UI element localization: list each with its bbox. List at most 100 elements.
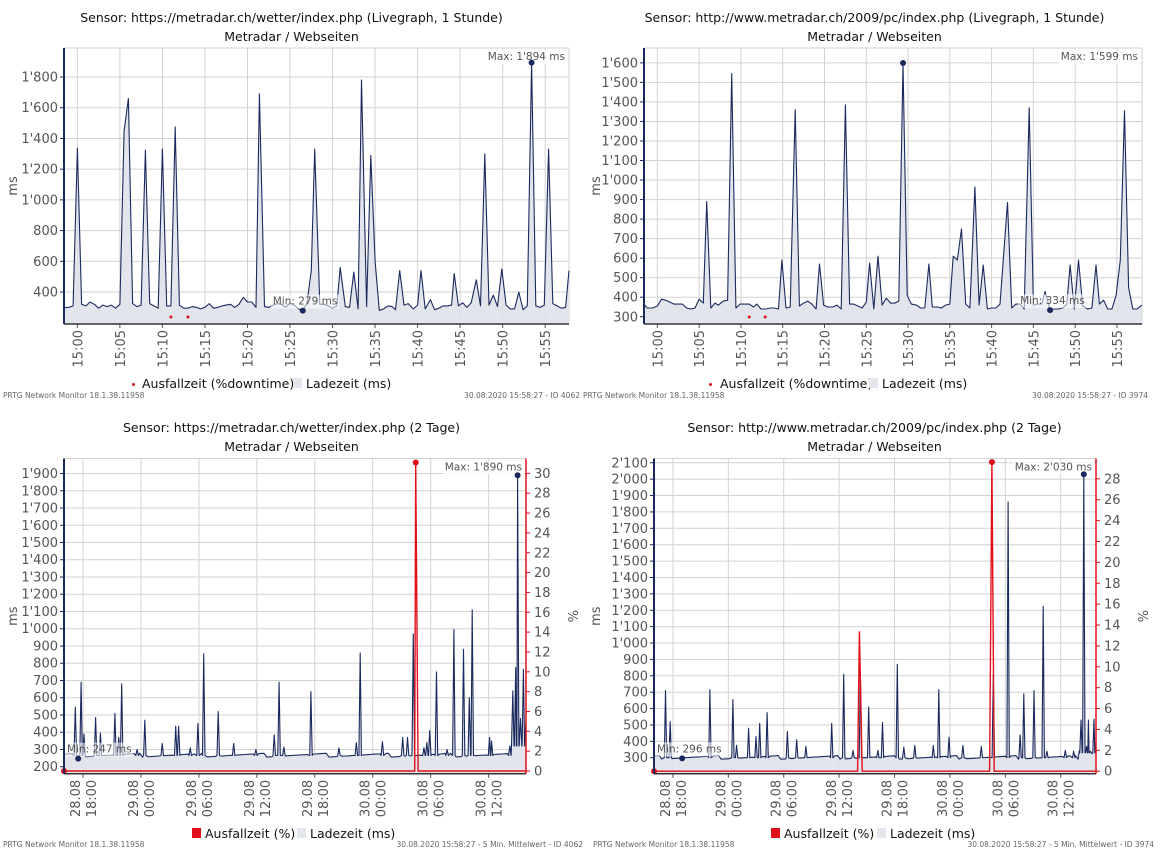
y-tick-label: 400 bbox=[33, 286, 58, 301]
y-tick-label: 300 bbox=[623, 751, 648, 766]
legend-downtime-swatch bbox=[771, 828, 780, 838]
y-tick-label: 900 bbox=[33, 639, 58, 654]
y2-tick-label: 30 bbox=[534, 467, 551, 482]
max-point bbox=[900, 60, 907, 67]
min-label: Min: 279 ms bbox=[273, 296, 338, 308]
x-tick-label-time: 18:00 bbox=[85, 780, 100, 817]
y-tick-label: 1'300 bbox=[601, 115, 638, 130]
y-tick-label: 1'500 bbox=[601, 76, 638, 91]
y2-tick-label: 10 bbox=[534, 665, 551, 680]
y2-tick-label: 22 bbox=[1104, 535, 1121, 550]
legend-downtime-marker bbox=[132, 383, 135, 386]
x-tick-label-time: 12:00 bbox=[259, 780, 274, 817]
load-time-line bbox=[653, 473, 1097, 760]
y2-tick-label: 20 bbox=[534, 566, 551, 581]
x-tick-label-date: 30.08 bbox=[359, 780, 374, 817]
y-tick-label: 300 bbox=[33, 743, 58, 758]
x-tick-label: 15:15 bbox=[199, 330, 214, 367]
x-tick-label-date: 30.08 bbox=[936, 780, 951, 817]
y-tick-label: 1'700 bbox=[611, 522, 648, 537]
chart-subtitle: Metradar / Webseiten bbox=[224, 29, 359, 44]
max-point bbox=[528, 59, 535, 66]
y-tick-label: 1'200 bbox=[21, 163, 58, 178]
y-tick-label: 1'900 bbox=[611, 489, 648, 504]
load-time-line bbox=[64, 62, 570, 312]
x-tick-label-time: 00:00 bbox=[375, 780, 390, 817]
x-tick-label-time: 06:00 bbox=[201, 780, 216, 817]
min-label-bg bbox=[655, 742, 724, 757]
legend-downtime-swatch bbox=[192, 828, 201, 838]
y-tick-label: 1'600 bbox=[611, 538, 648, 553]
x-tick-label-date: 29.08 bbox=[185, 780, 200, 817]
plot-area: 300 400 500 600 700 800 900 1'000 1'100 1'200 1'30… bbox=[589, 47, 1143, 367]
y-tick-label: 1'600 bbox=[601, 56, 638, 71]
chart-title: Sensor: http://www.metradar.ch/2009/pc/i… bbox=[687, 420, 1062, 435]
legend-load-label: Ladezeit (ms) bbox=[890, 826, 976, 841]
min-label-bg bbox=[65, 742, 134, 757]
downtime-line bbox=[654, 462, 1096, 772]
y-tick-label: 400 bbox=[33, 726, 58, 741]
max-label: Max: 2'030 ms bbox=[1015, 462, 1092, 474]
legend-load-swatch bbox=[297, 828, 306, 838]
footer-version: PRTG Network Monitor 18.1.38.11958 bbox=[593, 840, 735, 849]
y2-tick-label: 24 bbox=[1104, 514, 1121, 529]
y2-tick-label: 12 bbox=[534, 645, 551, 660]
chart-subtitle: Metradar / Webseiten bbox=[807, 439, 942, 454]
legend-load-label: Ladezeit (ms) bbox=[310, 826, 396, 841]
x-tick-label: 15:10 bbox=[156, 330, 171, 367]
x-tick-label: 15:20 bbox=[241, 330, 256, 367]
footer-timestamp: 30.08.2020 15:58:27 - 5 Min. Mittelwert … bbox=[967, 840, 1154, 849]
chart-subtitle: Metradar / Webseiten bbox=[224, 439, 359, 454]
y2-tick-label: 14 bbox=[1104, 619, 1121, 634]
y-tick-label: 900 bbox=[613, 193, 638, 208]
y-tick-label: 600 bbox=[623, 702, 648, 717]
y2-tick-label: 18 bbox=[534, 586, 551, 601]
y-tick-label: 1'500 bbox=[21, 536, 58, 551]
y-tick-label: 600 bbox=[33, 691, 58, 706]
legend-downtime-label: Ausfallzeit (%downtime) bbox=[720, 376, 873, 391]
footer-version: PRTG Network Monitor 18.1.38.11958 bbox=[3, 840, 145, 849]
y-tick-label: 700 bbox=[33, 674, 58, 689]
x-tick-label-date: 29.08 bbox=[825, 780, 840, 817]
footer-version: PRTG Network Monitor 18.1.38.11958 bbox=[3, 391, 145, 400]
y-tick-label: 1'300 bbox=[21, 570, 58, 585]
y2-tick-label: 18 bbox=[1104, 577, 1121, 592]
chart-live-pc: Sensor: http://www.metradar.ch/2009/pc/i… bbox=[583, 0, 1166, 431]
x-tick-label-date: 29.08 bbox=[881, 780, 896, 817]
y2-tick-label: 4 bbox=[534, 725, 542, 740]
x-tick-label-date: 28.08 bbox=[69, 780, 84, 817]
y-tick-label: 1'100 bbox=[601, 154, 638, 169]
x-tick-label-time: 12:00 bbox=[841, 780, 856, 817]
downtime-marker bbox=[169, 315, 173, 319]
x-tick-label: 15:05 bbox=[114, 330, 129, 367]
x-tick-label: 15:40 bbox=[986, 330, 1001, 367]
y2-tick-label: 6 bbox=[534, 705, 542, 720]
x-tick-label: 15:20 bbox=[818, 330, 833, 367]
y-tick-label: 1'000 bbox=[21, 193, 58, 208]
y-tick-label: 1'600 bbox=[21, 519, 58, 534]
max-point bbox=[1080, 471, 1087, 478]
legend-downtime-marker bbox=[709, 383, 712, 386]
downtime-point bbox=[988, 459, 995, 466]
y-tick-label: 200 bbox=[33, 760, 58, 775]
y-tick-label: 1'900 bbox=[21, 467, 58, 482]
x-tick-label: 15:35 bbox=[944, 330, 959, 367]
y2-tick-label: 22 bbox=[534, 546, 551, 561]
y-tick-label: 400 bbox=[613, 291, 638, 306]
legend-load-label: Ladezeit (ms) bbox=[882, 376, 968, 391]
chart-2days-wetter: Sensor: https://metradar.ch/wetter/index… bbox=[0, 420, 583, 851]
y-tick-label: 500 bbox=[623, 718, 648, 733]
y-tick-label: 1'800 bbox=[21, 484, 58, 499]
x-tick-label: 15:25 bbox=[860, 330, 875, 367]
legend-downtime-label: Ausfallzeit (%) bbox=[205, 826, 296, 841]
y2-tick-label: 26 bbox=[534, 507, 551, 522]
y2-tick-label: 28 bbox=[534, 487, 551, 502]
footer-timestamp: 30.08.2020 15:58:27 - ID 4062 bbox=[464, 391, 580, 400]
y2-tick-label: 16 bbox=[1104, 598, 1121, 613]
x-tick-label: 15:50 bbox=[1069, 330, 1084, 367]
chart-title: Sensor: http://www.metradar.ch/2009/pc/i… bbox=[644, 10, 1105, 25]
min-point bbox=[679, 755, 686, 762]
y-tick-label: 700 bbox=[613, 232, 638, 247]
max-label-bg bbox=[1058, 50, 1140, 64]
y-tick-label: 1'100 bbox=[611, 620, 648, 635]
